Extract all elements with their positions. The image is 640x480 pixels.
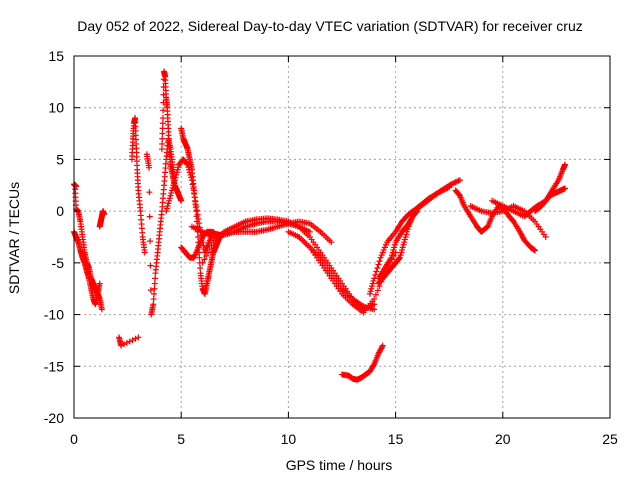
data-point bbox=[159, 130, 166, 137]
axis-ticks bbox=[73, 55, 611, 419]
data-point bbox=[205, 249, 211, 256]
y-tick-label: 10 bbox=[48, 100, 64, 116]
x-tick-label: 25 bbox=[602, 431, 618, 447]
data-point bbox=[121, 341, 128, 348]
y-tick-label: 15 bbox=[48, 48, 64, 64]
data-point bbox=[159, 125, 166, 132]
data-point bbox=[561, 185, 568, 192]
data-point bbox=[146, 164, 153, 171]
data-point bbox=[96, 280, 103, 287]
series-arc-p bbox=[339, 342, 386, 383]
data-point bbox=[150, 301, 157, 308]
data-point bbox=[118, 342, 125, 349]
data-point bbox=[150, 296, 157, 303]
y-tick-label: 5 bbox=[56, 151, 64, 167]
data-point bbox=[193, 218, 200, 225]
data-point bbox=[446, 184, 453, 191]
data-point bbox=[374, 265, 381, 272]
data-point bbox=[306, 228, 313, 235]
data-point bbox=[372, 271, 379, 278]
data-point bbox=[98, 306, 105, 313]
data-point bbox=[132, 335, 139, 342]
data-point bbox=[374, 287, 381, 294]
data-point bbox=[151, 290, 158, 297]
data-point bbox=[158, 146, 165, 153]
data-point bbox=[208, 242, 215, 249]
data-point bbox=[146, 213, 153, 220]
data-point bbox=[151, 280, 158, 287]
data-point bbox=[159, 140, 166, 147]
x-tick-label: 15 bbox=[388, 431, 404, 447]
data-point bbox=[379, 342, 386, 349]
data-point bbox=[129, 337, 136, 344]
data-point bbox=[147, 287, 154, 294]
x-tick-label: 20 bbox=[495, 431, 511, 447]
data-point bbox=[372, 291, 379, 298]
data-point bbox=[373, 268, 380, 275]
data-point bbox=[376, 258, 383, 265]
x-tick-labels: 0 5 10 15 20 25 bbox=[70, 431, 618, 447]
y-tick-label: -5 bbox=[52, 255, 65, 271]
data-point bbox=[396, 255, 403, 262]
data-point bbox=[135, 334, 142, 341]
x-tick-label: 5 bbox=[177, 431, 185, 447]
data-point bbox=[375, 261, 382, 268]
series-arc-w bbox=[531, 185, 568, 215]
y-tick-label: -20 bbox=[44, 410, 64, 426]
data-point bbox=[456, 177, 463, 184]
data-point bbox=[159, 135, 166, 142]
y-axis-label: SDTVAR / TECUs bbox=[6, 182, 22, 294]
data-point bbox=[193, 208, 200, 215]
series-arc-t bbox=[452, 187, 538, 254]
series-arc-s bbox=[375, 184, 453, 287]
data-point bbox=[123, 339, 130, 346]
data-point bbox=[183, 160, 190, 167]
data-point bbox=[146, 189, 153, 196]
data-point bbox=[531, 247, 538, 254]
data-point bbox=[542, 234, 549, 240]
data-point bbox=[371, 306, 378, 313]
data-point bbox=[152, 275, 159, 282]
data-point bbox=[561, 161, 568, 168]
series-arc-d bbox=[96, 208, 108, 230]
data-points bbox=[71, 68, 568, 383]
data-point bbox=[206, 246, 213, 253]
data-point bbox=[160, 107, 167, 114]
data-point bbox=[197, 265, 204, 272]
data-point bbox=[379, 343, 386, 350]
data-point bbox=[371, 296, 378, 303]
data-point bbox=[199, 259, 206, 266]
series-arc-e bbox=[116, 334, 142, 349]
data-point bbox=[178, 197, 185, 204]
y-tick-label: -10 bbox=[44, 307, 64, 323]
x-tick-label: 0 bbox=[70, 431, 78, 447]
data-point bbox=[101, 211, 108, 218]
series-arc-f bbox=[128, 115, 148, 256]
plot-frame bbox=[73, 55, 611, 419]
data-point bbox=[196, 254, 203, 261]
data-point bbox=[193, 213, 200, 220]
y-tick-label: 0 bbox=[56, 203, 64, 219]
data-point bbox=[159, 120, 166, 127]
data-point bbox=[201, 256, 208, 263]
data-point bbox=[151, 285, 158, 292]
x-axis-label: GPS time / hours bbox=[286, 457, 393, 473]
data-point bbox=[141, 249, 148, 256]
data-point bbox=[147, 262, 154, 269]
data-point bbox=[126, 338, 133, 345]
series-arc-u bbox=[467, 202, 549, 240]
chart-title: Day 052 of 2022, Sidereal Day-to-day VTE… bbox=[77, 18, 583, 34]
y-tick-label: -15 bbox=[44, 358, 64, 374]
x-tick-label: 10 bbox=[281, 431, 297, 447]
series-arc-o bbox=[296, 234, 378, 313]
data-point bbox=[328, 239, 335, 246]
y-tick-labels: -20 -15 -10 -5 0 5 10 15 bbox=[44, 48, 64, 426]
data-point bbox=[203, 252, 210, 259]
data-point bbox=[147, 238, 154, 245]
